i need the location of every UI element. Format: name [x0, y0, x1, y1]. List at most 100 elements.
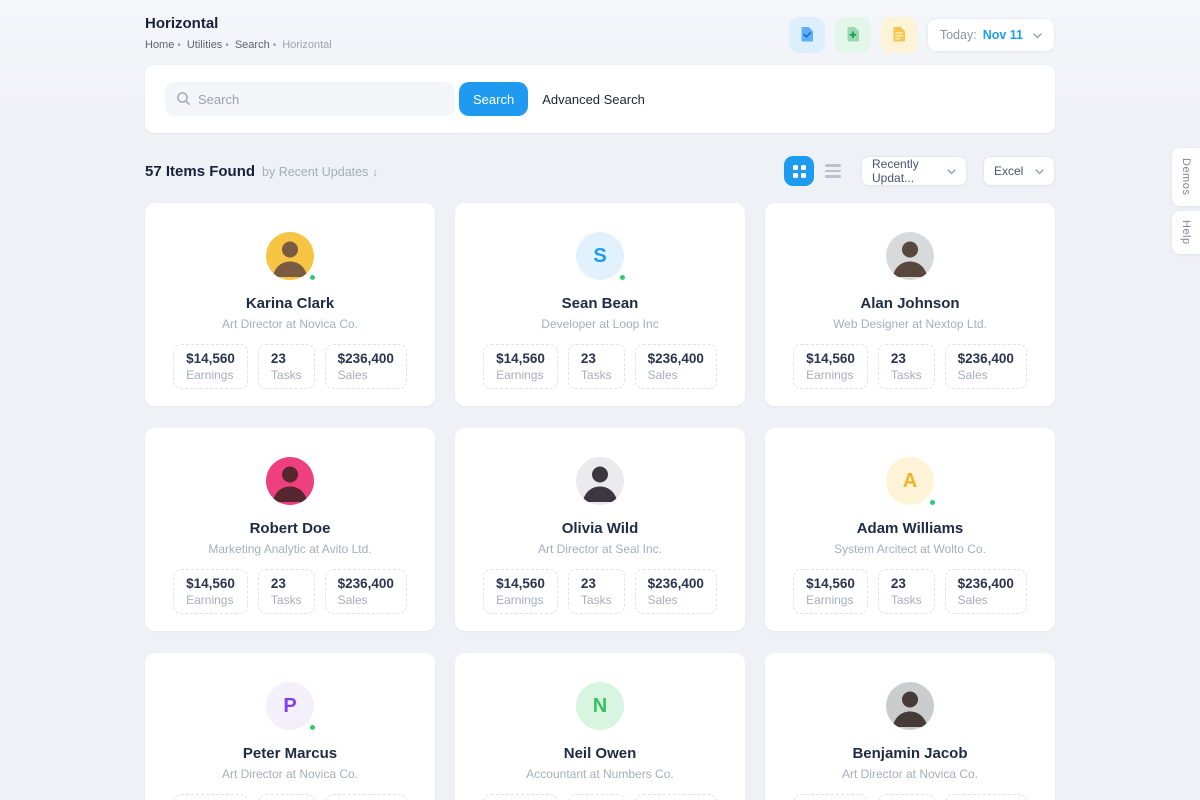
user-name: Alan Johnson	[860, 295, 960, 312]
today-value: Nov 11	[982, 28, 1023, 42]
user-name: Robert Doe	[249, 520, 331, 537]
user-card[interactable]: Benjamin Jacob Art Director at Novica Co…	[765, 653, 1055, 800]
stat-tasks: 23 Tasks	[257, 794, 315, 800]
chevron-down-icon	[947, 164, 956, 178]
online-status-dot	[308, 273, 317, 282]
stat-earnings: $14,560 Earnings	[173, 794, 248, 800]
user-card[interactable]: P Peter Marcus Art Director at Novica Co…	[145, 653, 435, 800]
list-view-button[interactable]	[814, 156, 844, 186]
user-role: System Arcitect at Wolto Co.	[834, 542, 986, 556]
avatar-photo	[266, 457, 314, 505]
stat-sales: $236,400 Sales	[324, 794, 407, 800]
stat-earnings: $14,560 Earnings	[483, 794, 558, 800]
demos-side-tab[interactable]: Demos	[1172, 148, 1200, 206]
search-panel: Search Advanced Search	[145, 65, 1055, 133]
stat-value: $14,560	[806, 576, 855, 591]
stat-label: Sales	[647, 368, 678, 382]
stat-value: 23	[270, 576, 286, 591]
user-card[interactable]: A Adam Williams System Arcitect at Wolto…	[765, 428, 1055, 631]
page-title: Horizontal	[145, 15, 219, 32]
breadcrumb: Home • Utilities • Search • Horizontal	[145, 39, 335, 51]
stat-value: 23	[270, 351, 286, 366]
export-dropdown[interactable]: Excel	[983, 156, 1055, 186]
stat-label: Tasks	[580, 593, 612, 607]
header-actions: Today: Nov 11	[788, 17, 1055, 53]
user-card[interactable]: N Neil Owen Accountant at Numbers Co. $1…	[455, 653, 745, 800]
user-name: Karina Clark	[245, 295, 335, 312]
avatar-photo	[886, 682, 934, 730]
help-side-tab[interactable]: Help	[1172, 211, 1200, 254]
doc-plus-button[interactable]	[834, 17, 871, 53]
user-role: Art Director at Seal Inc.	[537, 542, 663, 556]
search-icon	[176, 91, 191, 111]
avatar: P	[266, 682, 317, 732]
stat-sales: $236,400 Sales	[324, 569, 407, 614]
user-card[interactable]: Alan Johnson Web Designer at Nextop Ltd.…	[765, 203, 1055, 406]
sort-dropdown[interactable]: Recently Updat...	[861, 156, 967, 186]
list-view-icon	[825, 164, 841, 178]
user-card[interactable]: S Sean Bean Developer at Loop Inc $14,56…	[455, 203, 745, 406]
today-date-picker[interactable]: Today: Nov 11	[926, 18, 1055, 52]
avatar-photo	[576, 457, 624, 505]
breadcrumb-home[interactable]: Home	[145, 39, 175, 51]
stat-value: $236,400	[337, 576, 394, 591]
user-stats: $14,560 Earnings 23 Tasks $236,400 Sales	[455, 794, 745, 800]
user-card[interactable]: Olivia Wild Art Director at Seal Inc. $1…	[455, 428, 745, 631]
avatar-initial: P	[283, 694, 297, 717]
user-name: Sean Bean	[561, 295, 639, 312]
search-input[interactable]	[165, 82, 455, 116]
stat-label: Tasks	[580, 368, 612, 382]
stat-sales: $236,400 Sales	[634, 344, 717, 389]
user-role: Web Designer at Nextop Ltd.	[833, 317, 987, 331]
chevron-down-icon	[1033, 28, 1042, 42]
stat-value: $236,400	[957, 576, 1014, 591]
avatar-photo	[886, 232, 934, 280]
doc-lines-button[interactable]	[880, 17, 917, 53]
online-status-dot	[308, 723, 317, 732]
stat-label: Earnings	[186, 593, 234, 607]
avatar-initial: A	[902, 469, 918, 492]
stat-sales: $236,400 Sales	[944, 794, 1027, 800]
stat-value: $236,400	[647, 351, 704, 366]
breadcrumb-separator: •	[225, 39, 229, 51]
user-stats: $14,560 Earnings 23 Tasks $236,400 Sales	[765, 344, 1055, 389]
breadcrumb-separator: •	[177, 39, 181, 51]
user-card[interactable]: Karina Clark Art Director at Novica Co. …	[145, 203, 435, 406]
doc-plus-icon	[844, 25, 862, 46]
doc-check-button[interactable]	[788, 17, 825, 53]
avatar: N	[576, 682, 624, 730]
stat-value: $236,400	[337, 351, 394, 366]
stat-tasks: 23 Tasks	[567, 344, 625, 389]
user-role: Accountant at Numbers Co.	[526, 767, 674, 781]
stat-label: Earnings	[806, 368, 854, 382]
results-toolbar: 57 Items Found by Recent Updates ↓ Recen…	[145, 156, 1055, 186]
stat-value: 23	[890, 351, 906, 366]
breadcrumb-utilities[interactable]: Utilities	[186, 39, 223, 51]
stat-label: Tasks	[890, 368, 922, 382]
results-sort-label[interactable]: by Recent Updates ↓	[262, 164, 379, 179]
stat-earnings: $14,560 Earnings	[483, 569, 558, 614]
stat-earnings: $14,560 Earnings	[793, 344, 868, 389]
stat-earnings: $14,560 Earnings	[483, 344, 558, 389]
breadcrumb-search[interactable]: Search	[234, 39, 270, 51]
stat-label: Sales	[647, 593, 678, 607]
stat-value: 23	[890, 576, 906, 591]
stat-sales: $236,400 Sales	[634, 569, 717, 614]
stat-earnings: $14,560 Earnings	[793, 569, 868, 614]
stat-tasks: 23 Tasks	[877, 794, 935, 800]
search-button[interactable]: Search	[459, 82, 529, 116]
user-role: Art Director at Novica Co.	[841, 767, 979, 781]
user-stats: $14,560 Earnings 23 Tasks $236,400 Sales	[145, 569, 435, 614]
user-name: Neil Owen	[563, 745, 637, 762]
results-count: 57 Items Found	[145, 162, 256, 180]
stat-value: 23	[580, 576, 596, 591]
sort-dropdown-value: Recently Updat...	[872, 157, 919, 185]
user-stats: $14,560 Earnings 23 Tasks $236,400 Sales	[765, 569, 1055, 614]
advanced-search-link[interactable]: Advanced Search	[542, 91, 645, 107]
stat-value: 23	[580, 351, 596, 366]
user-name: Peter Marcus	[242, 745, 338, 762]
grid-view-button[interactable]	[784, 156, 814, 186]
user-card[interactable]: Robert Doe Marketing Analytic at Avito L…	[145, 428, 435, 631]
page-header: Horizontal Home • Utilities • Search • Hori…	[145, 0, 1055, 56]
user-role: Marketing Analytic at Avito Ltd.	[208, 542, 372, 556]
